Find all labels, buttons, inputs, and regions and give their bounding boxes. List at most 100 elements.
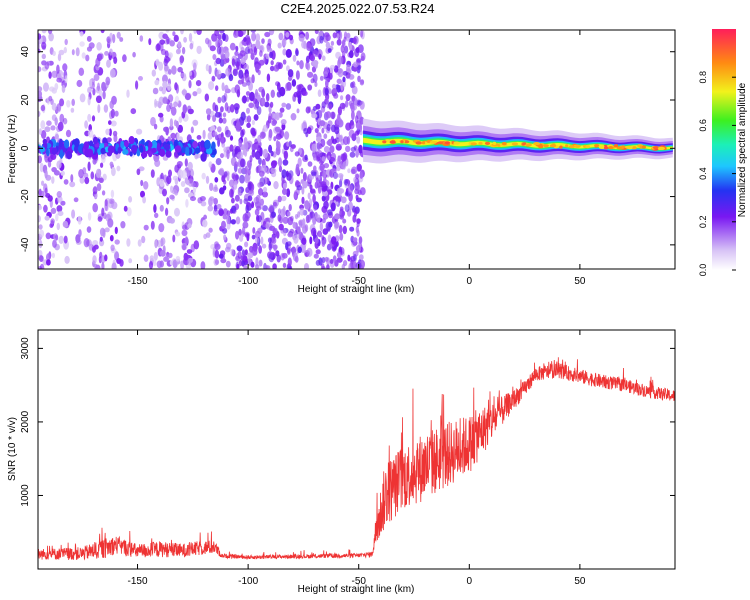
spectrogram-cell	[319, 35, 324, 44]
spectrogram-cell	[62, 220, 69, 228]
spectrogram-cell	[222, 32, 226, 42]
spectrogram-cell	[246, 115, 252, 123]
spectrogram-cell	[209, 45, 216, 52]
spectrogram-cell	[222, 214, 228, 220]
spectrogram-cell	[180, 72, 187, 78]
spectrogram-cell	[237, 79, 243, 85]
spectrogram-frame	[37, 29, 676, 270]
spectrogram-cell	[217, 96, 222, 104]
spectrogram-cell	[190, 170, 195, 177]
spectrogram-cell	[351, 110, 355, 121]
spectrogram-cell	[235, 216, 241, 225]
y-tick-label: 0	[20, 145, 31, 151]
spectrogram-cell	[243, 63, 249, 71]
spectrogram-cell	[91, 115, 96, 122]
spectrogram-cell	[332, 255, 337, 262]
x-tick-label: -100	[238, 276, 258, 287]
spectrogram-cell	[126, 207, 132, 217]
spectrogram-cell	[217, 137, 221, 147]
spectrogram-cell	[52, 50, 56, 57]
spectrogram-cell	[238, 139, 242, 148]
spectrogram-cell	[259, 50, 263, 57]
spectrogram-cell	[337, 173, 344, 179]
spectrogram-cell	[275, 112, 280, 121]
spectrogram-cell	[105, 128, 110, 135]
spectrogram-cell	[51, 252, 56, 259]
spectrogram-cell	[95, 95, 102, 104]
spectrogram-cell	[173, 101, 178, 108]
spectrogram-cell	[158, 61, 164, 71]
colorbar-label: Normalized spectral amplitude	[737, 82, 748, 217]
spectrogram-cell	[277, 82, 281, 92]
spectrogram-cell	[150, 116, 156, 127]
spectrogram-cell	[79, 93, 86, 103]
spectrogram-cell	[194, 181, 199, 188]
spectrogram-cell	[337, 106, 342, 116]
spectrogram-cell	[184, 93, 191, 101]
spectrogram-cell	[244, 46, 250, 55]
spectrogram-cell	[268, 242, 272, 251]
spectrogram-cell	[275, 231, 280, 239]
x-tick-label: 0	[467, 576, 473, 587]
spectrogram-cell	[206, 114, 211, 121]
spectrogram-cell	[342, 76, 346, 83]
spectrogram-cell	[320, 181, 327, 187]
spectrogram-cell	[241, 260, 245, 267]
spectrogram-cell	[237, 250, 242, 259]
spectrogram-cell	[348, 50, 354, 59]
spectrogram-cell	[102, 228, 106, 238]
spectrogram-cell	[266, 73, 271, 83]
spectrogram-cell	[334, 221, 340, 229]
spectrogram-cell	[287, 257, 292, 267]
spectrogram-cell	[283, 228, 287, 237]
spectrogram-peak	[594, 144, 600, 148]
spectrogram-cell	[326, 243, 332, 251]
spectrogram-cell	[304, 224, 309, 232]
spectrogram-cell	[251, 74, 255, 84]
spectrogram-cell	[296, 84, 302, 91]
spectrogram-cell	[250, 261, 255, 268]
spectrogram-cell	[109, 48, 113, 56]
spectrogram-cell	[192, 187, 196, 194]
spectrogram-cell	[251, 119, 255, 126]
spectrogram-cell	[38, 204, 43, 211]
spectrogram-cell	[313, 204, 318, 211]
spectrogram-cell	[38, 90, 43, 98]
spectrogram-cell	[155, 58, 160, 67]
spectrogram-cell	[86, 46, 93, 52]
spectrogram-cell	[267, 237, 272, 243]
spectrogram-cell	[97, 82, 100, 92]
spectrogram-cell	[179, 55, 185, 64]
spectrogram-cell	[360, 79, 365, 85]
spectrogram-cell	[298, 231, 304, 241]
spectrogram-cell	[169, 194, 175, 200]
spectrogram-cell	[292, 221, 297, 229]
spectrogram-cell	[87, 212, 92, 221]
spectrogram-cell	[102, 90, 106, 100]
spectrogram-cell	[64, 75, 68, 84]
spectrogram-cell	[160, 237, 166, 246]
spectrogram-cell	[319, 75, 324, 81]
spectrogram-cell	[257, 215, 262, 223]
spectrogram-cell	[311, 143, 317, 153]
spectrogram-cell	[339, 208, 344, 218]
spectrogram-cell	[262, 205, 268, 212]
spectrogram-cell	[296, 185, 303, 191]
spectrogram-cell	[285, 103, 292, 110]
spectrogram-cell	[214, 30, 220, 37]
spectrogram-cell	[286, 248, 291, 255]
spectrogram-cell	[51, 147, 58, 155]
spectrogram-cell	[100, 147, 106, 155]
spectrogram-cell	[318, 230, 322, 238]
spectrogram-cell	[327, 48, 332, 53]
spectrogram-cell	[95, 168, 101, 178]
spectrogram-cell	[106, 59, 111, 68]
spectrogram-cell	[38, 224, 43, 230]
spectrogram-cell	[351, 81, 356, 88]
spectrogram-cell	[272, 263, 277, 269]
colorbar-tick-label: 0.6	[698, 119, 708, 132]
spectrogram-cell	[154, 100, 161, 107]
spectrogram-cell	[193, 62, 197, 71]
spectrogram-cell	[222, 117, 227, 124]
spectrogram-cell	[305, 55, 310, 64]
